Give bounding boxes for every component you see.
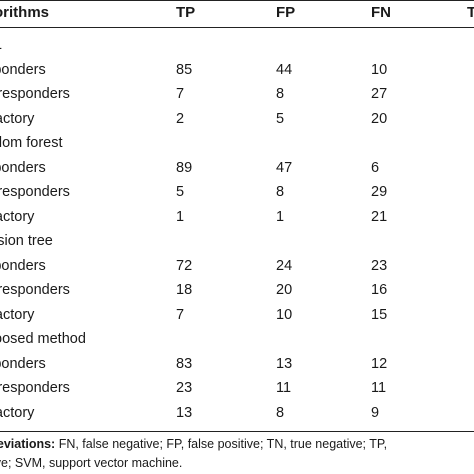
table-row: efractory 2 5 20 [0, 107, 474, 131]
row-label: esponders [0, 355, 46, 372]
row-label: efractory [0, 208, 35, 225]
cell-tp: 89 [176, 159, 193, 176]
cell-fn: 12 [371, 355, 388, 372]
row-label: efractory [0, 306, 35, 323]
cell-fp: 11 [276, 380, 292, 396]
row-label: efractory [0, 404, 35, 421]
header-rule [0, 27, 474, 28]
cell-fp: 8 [276, 86, 285, 102]
cell-fp: 44 [276, 61, 293, 78]
table-header: orithms TP FP FN T [0, 1, 474, 25]
table-row: efractory 7 10 15 [0, 303, 474, 327]
group-row: ision tree [0, 229, 474, 253]
group-label: ision tree [0, 233, 53, 249]
row-label: efractory [0, 110, 35, 127]
cell-fp: 13 [276, 355, 293, 372]
header-fp: FP [276, 4, 296, 21]
cell-fn: 16 [371, 282, 388, 298]
table-footnote: reviations: FN, false negative; FP, fals… [0, 435, 474, 473]
table-row: lonresponders 18 20 16 [0, 278, 474, 302]
table-row: lonresponders 23 11 11 [0, 376, 474, 400]
cell-fp: 5 [276, 110, 285, 127]
cell-tp: 85 [176, 61, 193, 78]
footnote-line-1: FN, false negative; FP, false positive; … [58, 437, 388, 451]
cell-fp: 20 [276, 282, 293, 298]
table-row: esponders 89 47 6 [0, 156, 474, 180]
cell-fn: 27 [371, 86, 388, 102]
header-extra: T [467, 4, 474, 21]
cell-fp: 24 [276, 257, 293, 274]
group-row: 1 [0, 33, 474, 57]
row-label: esponders [0, 257, 46, 274]
table-row: lonresponders 7 8 27 [0, 82, 474, 106]
row-label: esponders [0, 159, 46, 176]
header-fn: FN [371, 4, 391, 21]
top-rule [0, 0, 474, 1]
cell-tp: 13 [176, 404, 193, 421]
table-row: esponders 72 24 23 [0, 254, 474, 278]
cell-tp: 83 [176, 355, 193, 372]
cell-fn: 29 [371, 184, 388, 200]
group-row: oosed method [0, 327, 474, 351]
row-label: lonresponders [0, 282, 70, 298]
footnote-line-2: ive; SVM, support vector machine. [0, 456, 183, 470]
cell-tp: 72 [176, 257, 193, 274]
cell-tp: 5 [176, 184, 185, 200]
group-label: oosed method [0, 331, 86, 347]
cell-tp: 7 [176, 86, 185, 102]
row-label: esponders [0, 61, 46, 78]
row-label: lonresponders [0, 86, 70, 102]
row-label: lonresponders [0, 184, 70, 200]
table-row: efractory 1 1 21 [0, 205, 474, 229]
cell-fp: 8 [276, 404, 285, 421]
table-row: esponders 83 13 12 [0, 352, 474, 376]
cell-fp: 8 [276, 184, 285, 200]
group-label: 1 [0, 33, 2, 57]
table-row: lonresponders 5 8 29 [0, 180, 474, 204]
cell-fn: 20 [371, 110, 388, 127]
cell-fp: 10 [276, 306, 293, 323]
header-algorithms: orithms [0, 4, 50, 21]
cell-fn: 11 [371, 380, 387, 396]
group-row: dom forest [0, 131, 474, 155]
cell-fn: 23 [371, 257, 388, 274]
bottom-rule [0, 431, 474, 432]
cell-tp: 18 [176, 282, 193, 298]
cell-fp: 47 [276, 159, 293, 176]
cell-tp: 1 [176, 208, 185, 225]
cell-tp: 2 [176, 110, 185, 127]
cell-fn: 15 [371, 306, 388, 323]
group-label: dom forest [0, 135, 63, 151]
cell-fn: 21 [371, 208, 388, 225]
row-label: lonresponders [0, 380, 70, 396]
header-tp: TP [176, 4, 196, 21]
cell-fn: 10 [371, 61, 388, 78]
table-row: efractory 13 8 9 [0, 401, 474, 425]
cell-tp: 23 [176, 380, 193, 396]
cell-fn: 9 [371, 404, 380, 421]
cell-fp: 1 [276, 208, 285, 225]
footnote-label: reviations: [0, 437, 56, 451]
cell-tp: 7 [176, 306, 185, 323]
table-row: esponders 85 44 10 [0, 58, 474, 82]
cell-fn: 6 [371, 159, 380, 176]
